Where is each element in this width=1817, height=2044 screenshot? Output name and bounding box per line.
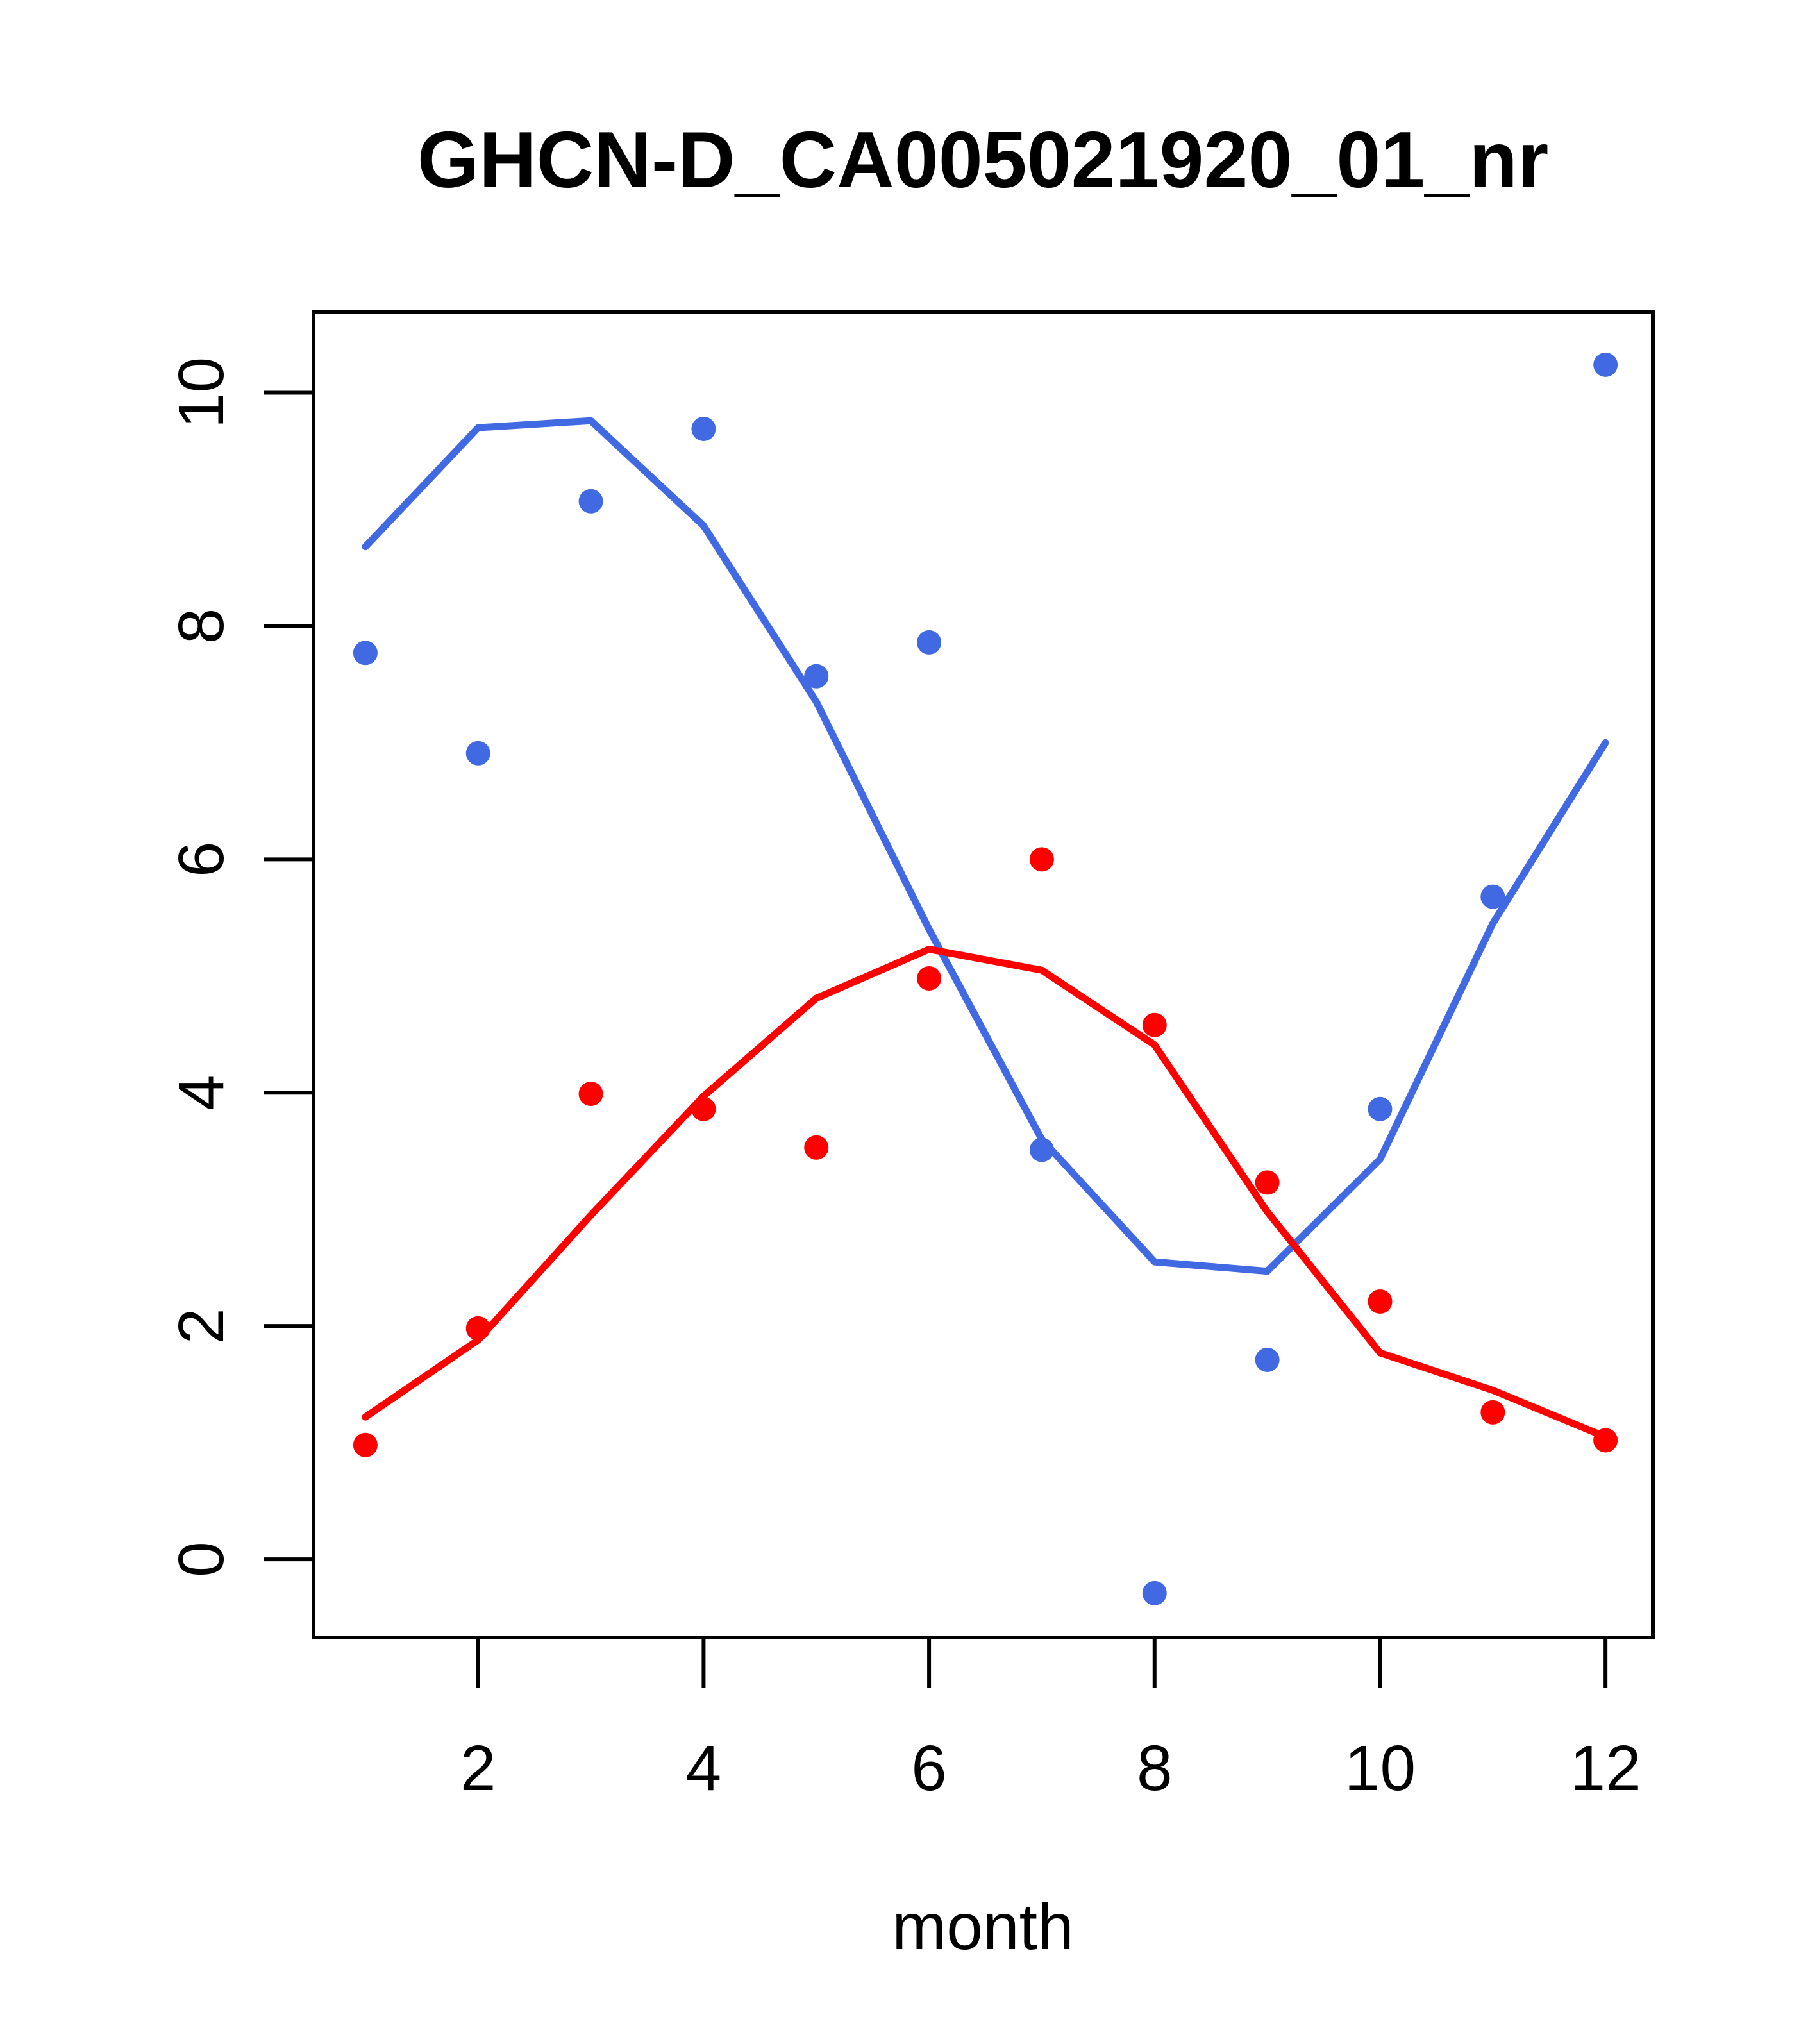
red-data-point bbox=[353, 1432, 378, 1457]
blue-data-point bbox=[804, 664, 829, 689]
blue-data-point bbox=[465, 741, 490, 766]
red-data-point bbox=[578, 1082, 603, 1107]
chart-title: GHCN-D_CA005021920_01_nr bbox=[417, 116, 1549, 205]
series-layer bbox=[353, 352, 1618, 1605]
y-tick-label: 10 bbox=[165, 357, 237, 428]
x-tick-label: 12 bbox=[1570, 1732, 1641, 1804]
y-tick-label: 8 bbox=[165, 608, 237, 644]
red-data-point bbox=[1480, 1400, 1505, 1425]
plot-border bbox=[312, 310, 1655, 1639]
x-tick-label: 10 bbox=[1344, 1732, 1416, 1804]
y-tick-label: 6 bbox=[165, 842, 237, 878]
blue-data-point bbox=[1142, 1580, 1167, 1605]
blue-data-point bbox=[1593, 352, 1618, 377]
blue-data-point bbox=[1368, 1096, 1393, 1121]
blue-data-point bbox=[691, 416, 716, 441]
x-tick-label: 8 bbox=[1137, 1732, 1173, 1804]
red-data-point bbox=[917, 966, 942, 991]
blue-data-point bbox=[578, 489, 603, 514]
red-data-point bbox=[1029, 847, 1054, 872]
y-tick-label: 2 bbox=[165, 1308, 237, 1344]
blue-data-point bbox=[917, 630, 942, 655]
y-tick-label: 4 bbox=[165, 1075, 237, 1110]
red-data-point bbox=[1142, 1012, 1167, 1037]
blue-data-point bbox=[1255, 1347, 1280, 1372]
red-data-point bbox=[1368, 1289, 1393, 1314]
y-axis: 0 2 4 6 8 10 bbox=[165, 357, 314, 1577]
x-axis: 2 4 6 8 10 12 bbox=[460, 1638, 1641, 1804]
blue-data-point bbox=[1480, 884, 1505, 909]
red-data-point bbox=[1255, 1170, 1280, 1195]
blue-smooth-line bbox=[362, 417, 1609, 1275]
x-tick-label: 2 bbox=[460, 1732, 496, 1804]
red-smooth-line bbox=[362, 946, 1609, 1441]
blue-data-point bbox=[353, 641, 378, 666]
red-data-point bbox=[804, 1135, 829, 1160]
x-tick-label: 6 bbox=[911, 1732, 947, 1804]
y-tick-label: 0 bbox=[165, 1541, 237, 1577]
x-tick-label: 4 bbox=[686, 1732, 722, 1804]
x-axis-label: month bbox=[892, 1890, 1074, 1963]
